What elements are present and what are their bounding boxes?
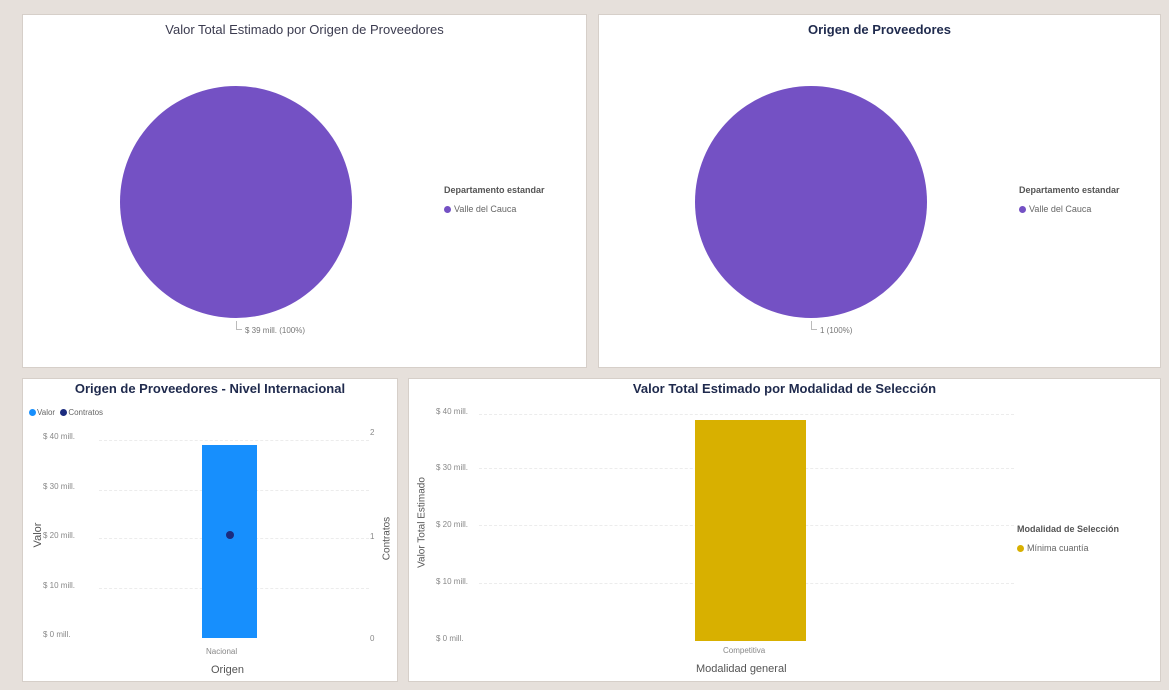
y-tick-label: $ 20 mill. — [436, 520, 469, 529]
chart-title: Valor Total Estimado por Origen de Prove… — [165, 22, 444, 37]
point-contratos-nacional[interactable] — [226, 531, 234, 539]
y-tick-label: $ 0 mill. — [436, 634, 464, 643]
bar-competitiva[interactable] — [695, 419, 806, 641]
legend-dot — [29, 409, 36, 417]
legend-dot — [444, 206, 451, 214]
gridline — [99, 440, 369, 441]
pie-slice-valle-del-cauca[interactable] — [120, 86, 352, 318]
legend-item-contratos[interactable]: Contratos — [60, 408, 103, 417]
panel-valor-origen: Valor Total Estimado por Origen de Prove… — [22, 14, 587, 368]
legend-label: Mínima cuantía — [1027, 543, 1089, 553]
pie-slice-valle-del-cauca[interactable] — [695, 86, 927, 318]
panel-modalidad-seleccion: Valor Total Estimado por Modalidad de Se… — [408, 378, 1161, 682]
legend-dot — [60, 409, 68, 417]
y-axis-title: Valor Total Estimado — [416, 477, 428, 568]
legend-title: Departamento estandar — [444, 185, 545, 195]
data-label-leader — [811, 321, 817, 330]
chart-title: Valor Total Estimado por Modalidad de Se… — [632, 381, 937, 396]
panel-origen-proveedores: Origen de Proveedores 1 (100%) Departame… — [598, 14, 1161, 368]
x-axis-title: Origen — [211, 664, 245, 676]
y2-tick-label: 2 — [370, 428, 375, 437]
bar-valor-nacional[interactable] — [202, 444, 257, 638]
panel-nivel-internacional: Origen de Proveedores - Nivel Internacio… — [22, 378, 398, 682]
y2-axis-title: Contratos — [381, 516, 393, 561]
legend-item-valle-del-cauca[interactable]: Valle del Cauca — [1019, 204, 1091, 214]
y-tick-label: $ 10 mill. — [436, 577, 469, 586]
y2-tick-label: 0 — [370, 634, 375, 643]
chart-title: Origen de Proveedores — [807, 22, 952, 37]
data-label-leader — [236, 321, 242, 330]
legend: Valor Contratos — [29, 408, 103, 417]
y-tick-label: $ 20 mill. — [43, 531, 76, 540]
gridline — [479, 414, 1014, 415]
legend-title: Departamento estandar — [1019, 185, 1120, 195]
y-tick-label: $ 10 mill. — [43, 581, 76, 590]
chart-title: Origen de Proveedores - Nivel Internacio… — [74, 381, 346, 396]
legend-item-valor[interactable]: Valor — [29, 408, 55, 417]
x-axis-title: Modalidad general — [696, 663, 787, 675]
legend-label: Valor — [37, 408, 56, 417]
y-tick-label: $ 0 mill. — [43, 630, 71, 639]
legend-title: Modalidad de Selección — [1017, 524, 1120, 534]
legend-item-minima-cuantia[interactable]: Mínima cuantía — [1017, 543, 1089, 553]
y-tick-label: $ 30 mill. — [436, 463, 469, 472]
legend-label: Contratos — [68, 408, 104, 417]
y-tick-label: $ 40 mill. — [43, 432, 76, 441]
x-tick-label: Nacional — [206, 647, 238, 656]
legend-label: Valle del Cauca — [1029, 204, 1092, 214]
legend-label: Valle del Cauca — [454, 204, 517, 214]
legend-item-valle-del-cauca[interactable]: Valle del Cauca — [444, 204, 516, 214]
legend-dot — [1019, 206, 1026, 214]
y-tick-label: $ 30 mill. — [43, 482, 76, 491]
y-axis-title: Valor — [32, 522, 44, 548]
pie-data-label: 1 (100%) — [820, 326, 853, 335]
x-tick-label: Competitiva — [723, 646, 766, 655]
legend-dot — [1017, 545, 1024, 553]
y-tick-label: $ 40 mill. — [436, 407, 469, 416]
pie-data-label: $ 39 mill. (100%) — [245, 326, 306, 335]
y2-tick-label: 1 — [370, 532, 375, 541]
